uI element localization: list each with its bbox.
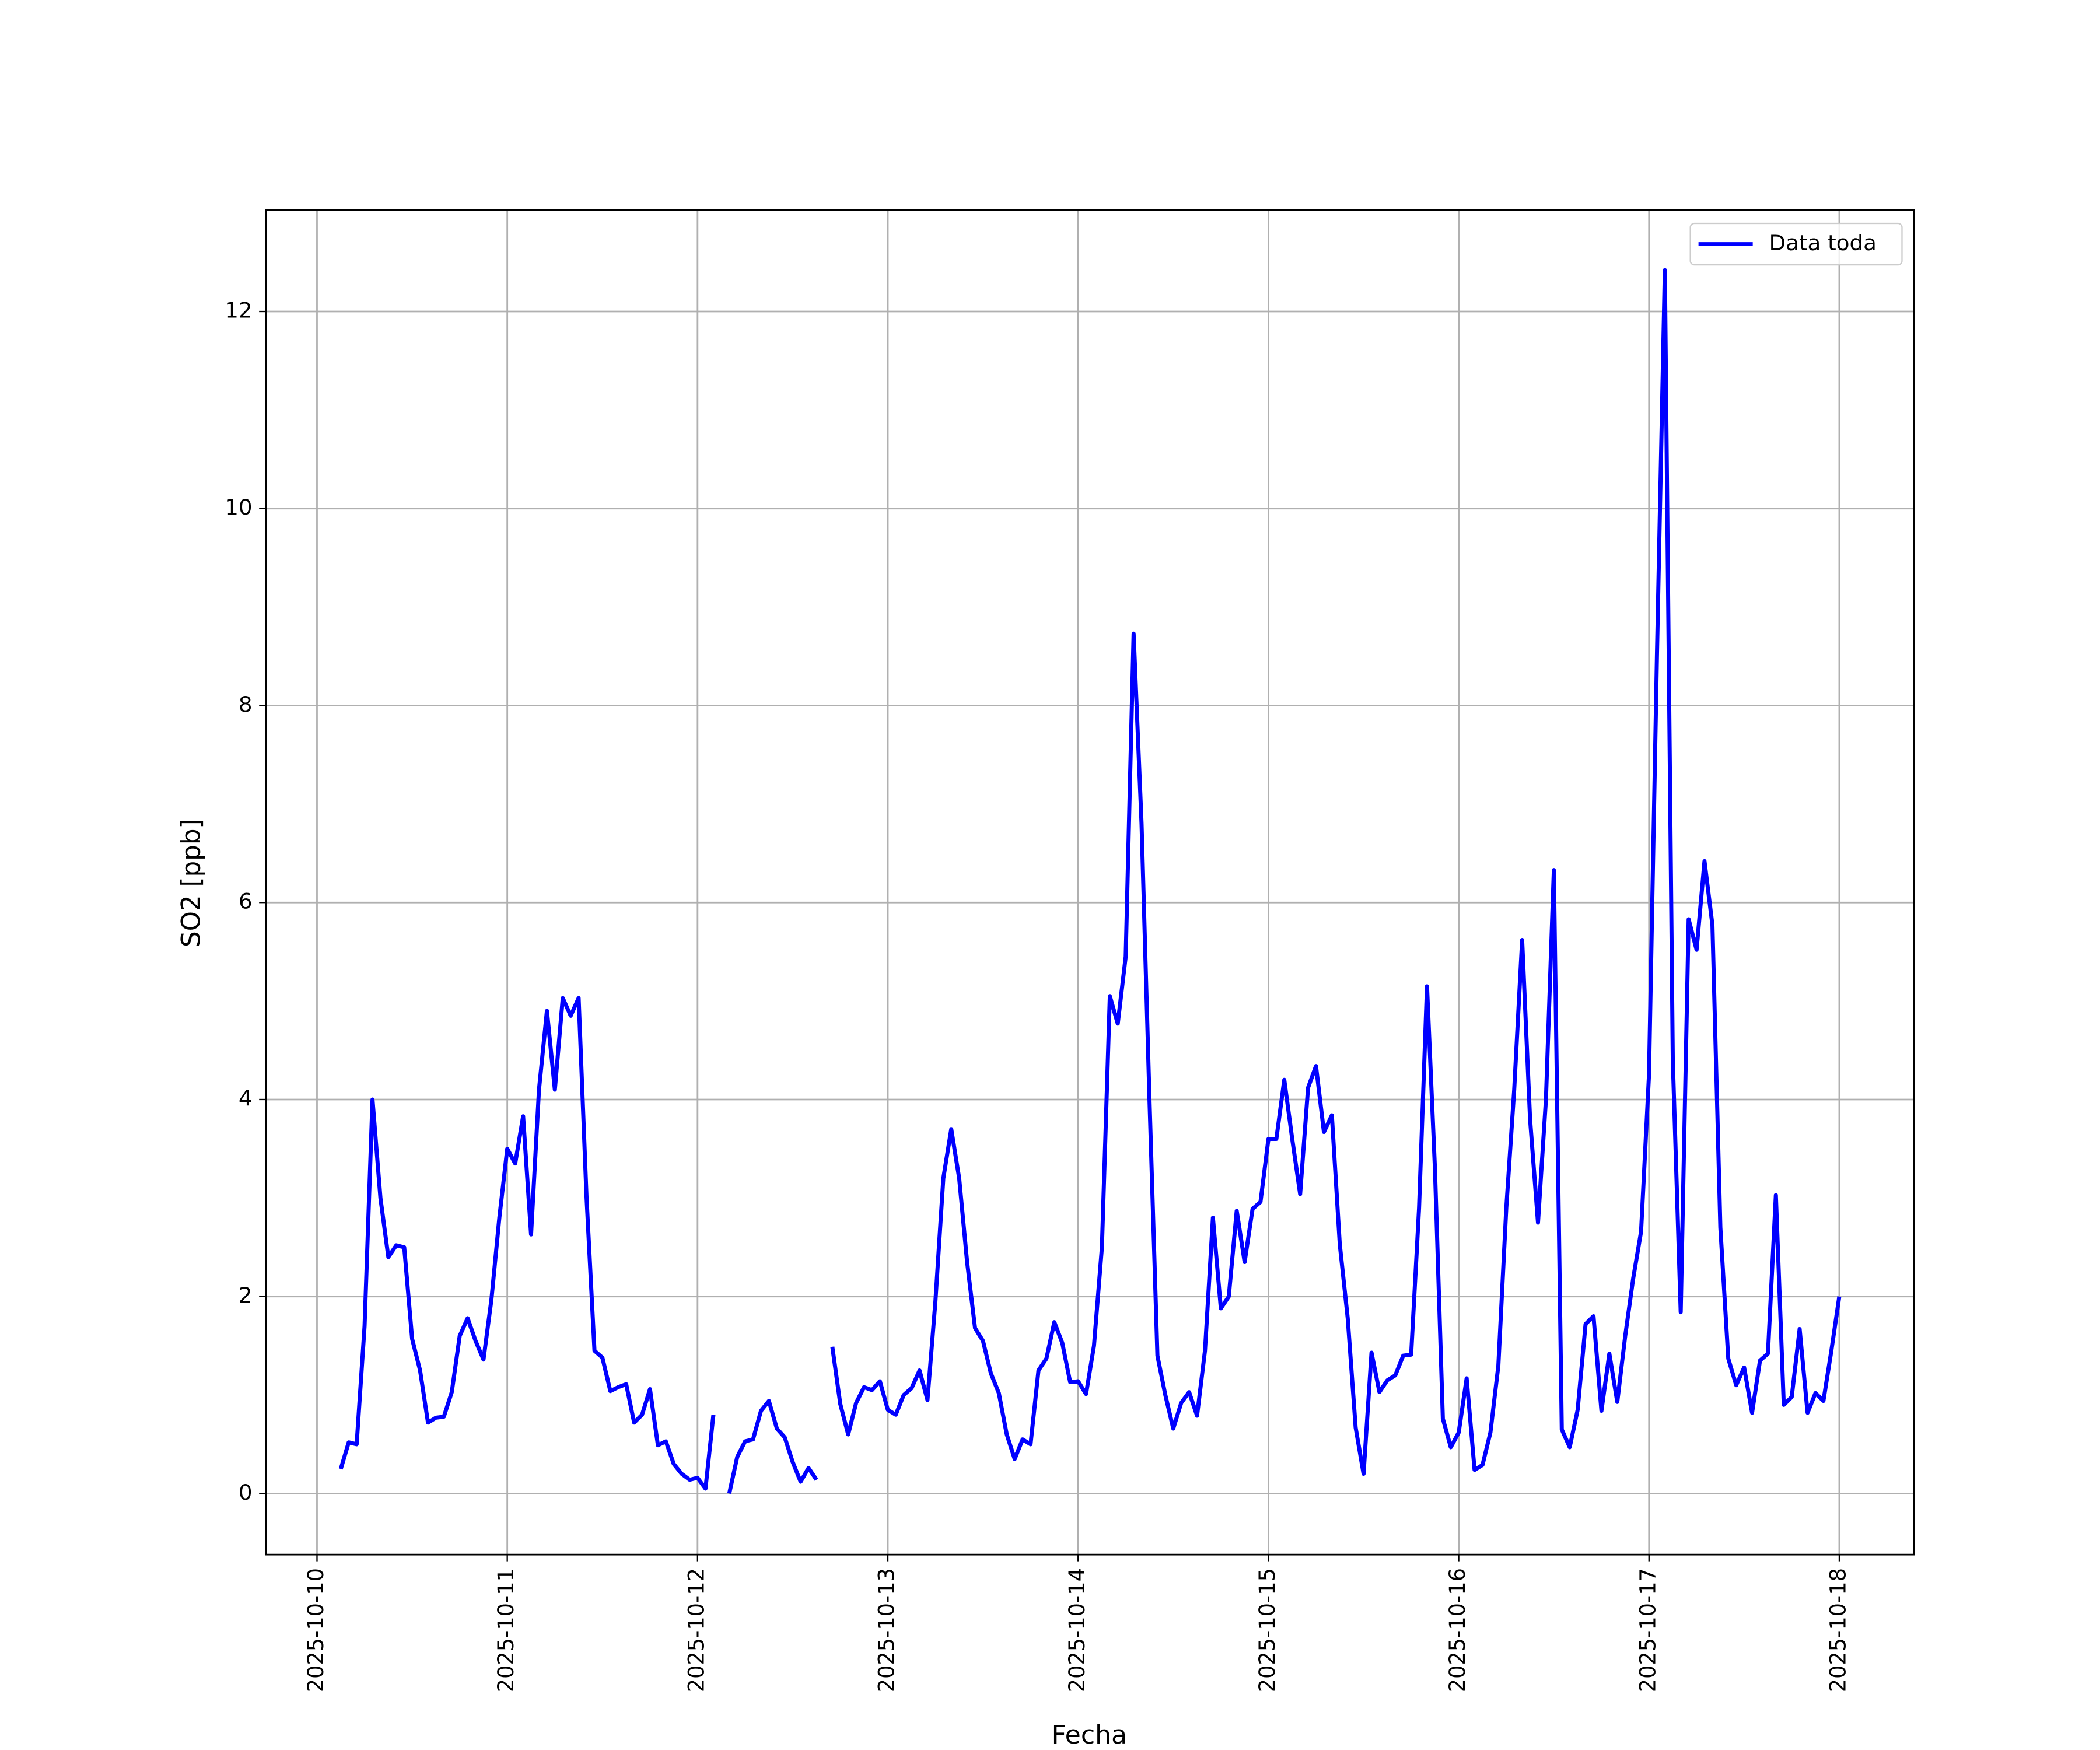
- x-tick-label: 2025-10-11: [494, 1568, 519, 1692]
- x-tick-label: 2025-10-14: [1065, 1568, 1090, 1692]
- data-line: [338, 268, 1842, 1494]
- x-tick-label: 2025-10-10: [303, 1568, 328, 1692]
- plot-frame: [265, 209, 1915, 1556]
- y-tick-label: 12: [225, 298, 252, 323]
- y-tick-label: 8: [239, 692, 253, 717]
- y-tick-label: 2: [239, 1283, 253, 1308]
- x-tick-label: 2025-10-18: [1825, 1568, 1850, 1692]
- y-tick-label: 0: [239, 1480, 253, 1505]
- x-tick-label: 2025-10-13: [874, 1568, 899, 1692]
- x-tick-label: 2025-10-16: [1445, 1568, 1470, 1692]
- legend-box: [1689, 222, 1903, 266]
- x-axis-label: Fecha: [1052, 1720, 1128, 1750]
- y-tick-label: 6: [239, 889, 253, 914]
- x-tick-label: 2025-10-15: [1255, 1568, 1280, 1692]
- y-tick-label: 10: [225, 495, 252, 520]
- x-tick-label: 2025-10-17: [1635, 1568, 1660, 1692]
- legend-label: Data toda: [1769, 230, 1877, 256]
- y-axis-label: SO2 [ppb]: [176, 819, 206, 948]
- y-tick-label: 4: [239, 1086, 253, 1111]
- x-tick-label: 2025-10-12: [684, 1568, 709, 1692]
